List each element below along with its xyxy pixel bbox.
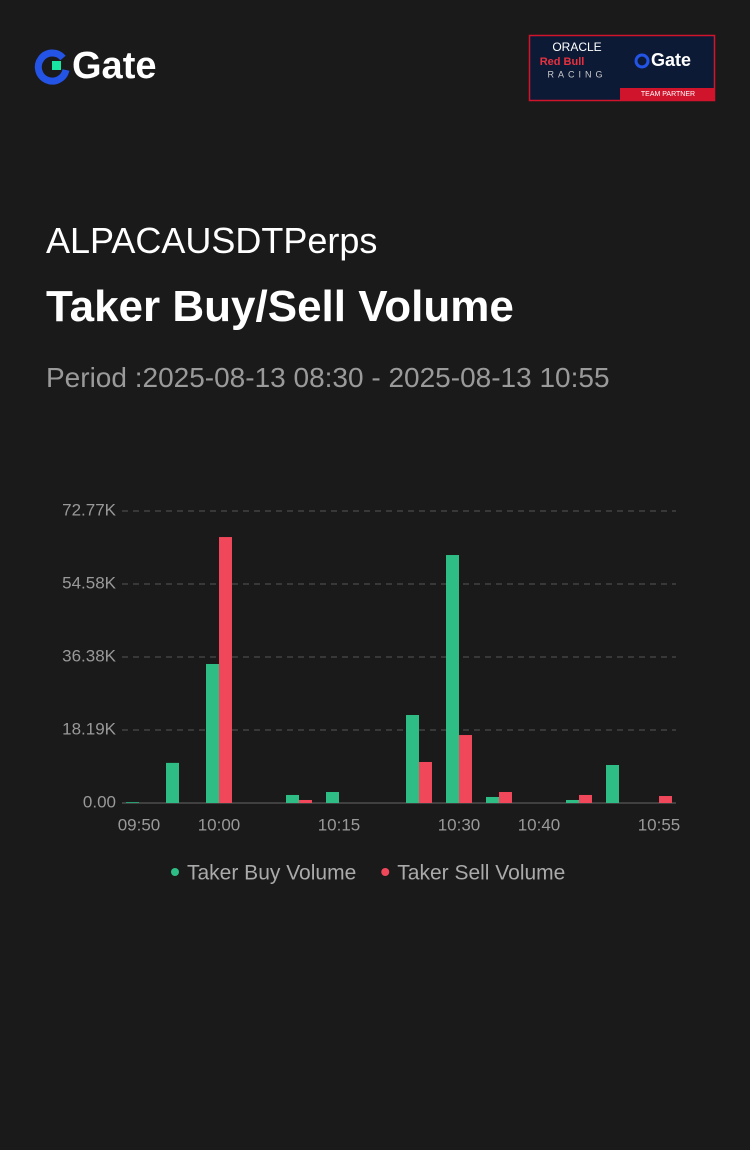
chart: 0.00 18.19K 36.38K 54.58K 72.77K 09:50 10:00 10… <box>62 500 681 885</box>
bar <box>486 796 499 803</box>
bar <box>206 664 219 803</box>
partner-line: ORACLE <box>552 40 601 54</box>
period: Period :2025-08-13 08:30 - 2025-08-13 10… <box>46 362 610 393</box>
bar <box>459 735 472 803</box>
logo-text: Gate <box>72 45 156 87</box>
symbol: ALPACAUSDTPerps <box>46 220 378 261</box>
partner-line: Red Bull <box>540 56 585 68</box>
partner-badge: ORACLE Red Bull RACING Gate TEAM PARTNER <box>528 34 716 102</box>
bar <box>299 799 312 803</box>
bar <box>286 794 299 803</box>
x-tick-label: 10:55 <box>638 815 681 834</box>
bar <box>579 794 592 803</box>
x-tick-label: 10:00 <box>198 815 241 834</box>
partner-tag: TEAM PARTNER <box>641 91 695 98</box>
bar <box>606 765 619 803</box>
y-tick-label: 54.58K <box>62 573 117 592</box>
bar <box>166 762 179 803</box>
x-tick-label: 10:40 <box>518 815 561 834</box>
bar <box>126 802 139 803</box>
x-tick-label: 10:30 <box>438 815 481 834</box>
partner-line: RACING <box>547 69 606 79</box>
bar <box>659 796 672 803</box>
partner-logo: Gate <box>651 50 691 70</box>
y-tick-label: 72.77K <box>62 500 117 519</box>
bar <box>406 715 419 803</box>
title: Taker Buy/Sell Volume <box>46 282 514 331</box>
x-tick-label: 10:15 <box>318 815 361 834</box>
bar <box>326 792 339 803</box>
bar <box>499 792 512 803</box>
legend-marker <box>171 868 179 876</box>
header: Gate ORACLE Red Bull RACING Gate TEAM PA… <box>34 34 716 102</box>
bar <box>446 555 459 803</box>
bar <box>219 537 232 803</box>
bar <box>566 799 579 803</box>
y-tick-label: 18.19K <box>62 719 117 738</box>
y-tick-label: 36.38K <box>62 647 117 666</box>
bar <box>419 761 432 803</box>
legend-label: Taker Buy Volume <box>187 862 356 885</box>
x-tick-label: 09:50 <box>118 815 161 834</box>
y-tick-label: 0.00 <box>83 792 116 811</box>
legend-label: Taker Sell Volume <box>397 862 565 885</box>
logo-icon <box>34 49 70 85</box>
legend-marker <box>381 868 390 876</box>
